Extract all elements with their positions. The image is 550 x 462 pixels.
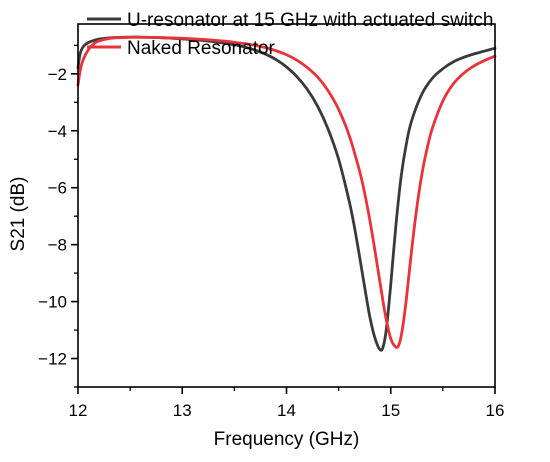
y-tick-label: −10 bbox=[38, 293, 67, 312]
y-tick-label: −2 bbox=[48, 65, 67, 84]
y-tick-label: −4 bbox=[48, 122, 67, 141]
x-axis-title: Frequency (GHz) bbox=[214, 429, 360, 450]
y-tick-label: −12 bbox=[38, 350, 67, 369]
x-tick-label: 15 bbox=[381, 401, 400, 420]
y-axis-ticks: −2 −4 −6 −8 −10 −12 bbox=[38, 44, 78, 388]
y-tick-label: −6 bbox=[48, 179, 67, 198]
x-tick-label: 12 bbox=[69, 401, 88, 420]
legend-label-u-resonator: U-resonator at 15 GHz with actuated swit… bbox=[127, 10, 493, 31]
y-tick-label: −8 bbox=[48, 236, 67, 255]
legend: U-resonator at 15 GHz with actuated swit… bbox=[87, 10, 493, 59]
x-tick-label: 13 bbox=[173, 401, 192, 420]
series-line-u-resonator bbox=[76, 35, 497, 352]
x-tick-label: 14 bbox=[277, 401, 296, 420]
x-axis-ticks: 12 13 14 15 16 bbox=[69, 387, 505, 420]
series-line-naked-resonator bbox=[76, 35, 497, 349]
y-axis-title: S21 (dB) bbox=[8, 177, 29, 252]
x-tick-label: 16 bbox=[486, 401, 505, 420]
legend-label-naked-resonator: Naked Resonator bbox=[127, 38, 276, 59]
series-lines bbox=[76, 35, 497, 352]
